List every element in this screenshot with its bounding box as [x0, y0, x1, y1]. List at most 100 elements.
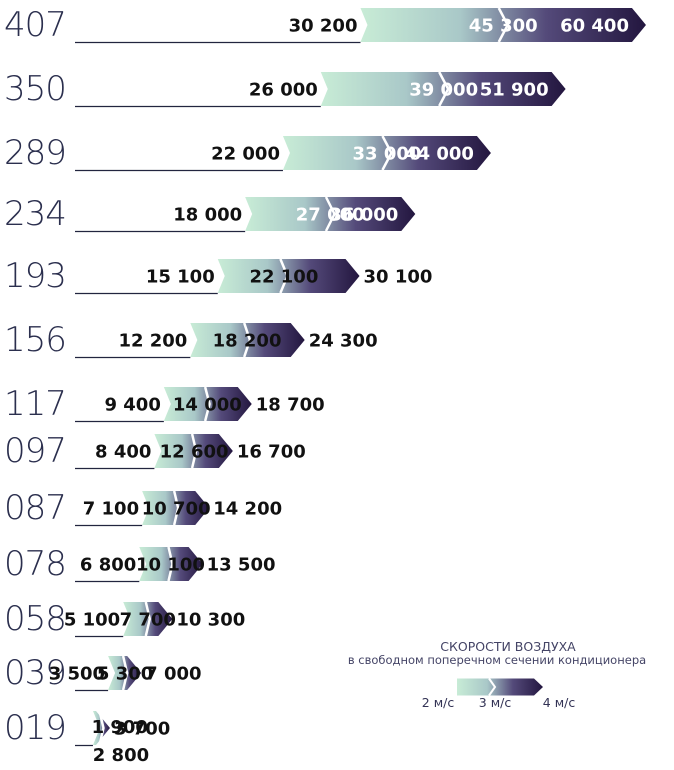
- value-3ms: 45 300: [469, 16, 538, 37]
- value-2ms: 3 500: [49, 664, 105, 685]
- value-4ms: 51 900: [480, 80, 549, 101]
- size-label: 156: [4, 320, 66, 360]
- speed-range-bar: [92, 711, 110, 745]
- value-4ms: 24 300: [309, 331, 378, 352]
- size-label: 234: [4, 194, 66, 234]
- speed-range-bar: [123, 602, 173, 636]
- speed-range-bar: [360, 8, 646, 42]
- size-label: 350: [4, 69, 66, 109]
- legend-item-4ms: 4 м/с: [543, 695, 576, 710]
- speed-range-bar: [320, 72, 566, 106]
- value-3ms: 5 300: [97, 664, 153, 685]
- speed-separator-chevron: [203, 386, 211, 422]
- value-3ms: 27 000: [296, 205, 365, 226]
- size-label: 039: [4, 653, 66, 693]
- value-2ms: 30 200: [289, 16, 358, 37]
- size-label: 289: [4, 133, 66, 173]
- value-2ms: 5 100: [64, 610, 120, 631]
- size-label: 193: [4, 256, 66, 296]
- value-4ms: 60 400: [560, 16, 629, 37]
- size-label: 407: [4, 5, 66, 45]
- value-2ms: 15 100: [146, 267, 215, 288]
- speed-separator-chevron: [381, 135, 393, 171]
- value-4ms: 10 300: [176, 610, 245, 631]
- size-label: 087: [4, 488, 66, 528]
- legend-separator-chevron: [488, 677, 497, 697]
- legend-subtitle: в свободном поперечном сечении кондицион…: [348, 653, 646, 667]
- value-3ms: 22 100: [249, 267, 318, 288]
- chart-row-193: 193 15 100 22 100 30 100: [4, 256, 432, 296]
- value-4ms: 14 200: [213, 499, 282, 520]
- value-3ms: 7 700: [120, 610, 176, 631]
- chart-row-087: 087 7 100 10 700 14 200: [4, 488, 282, 528]
- chart-row-117: 117 9 400 14 000 18 700: [4, 384, 325, 424]
- value-4ms: 18 700: [256, 395, 325, 416]
- chart-row-156: 156 12 200 18 200 24 300: [4, 320, 378, 360]
- chart-row-019: 019 1 900 2 800 3 700: [4, 708, 170, 766]
- chart-row-078: 078 6 800 10 100 13 500: [4, 544, 276, 584]
- value-2ms: 26 000: [249, 80, 318, 101]
- speed-separator-chevron: [167, 546, 174, 582]
- value-3ms: 14 000: [173, 395, 242, 416]
- legend-item-2ms: 2 м/с: [422, 695, 455, 710]
- speed-separator-chevron: [438, 71, 450, 107]
- size-label: 058: [4, 599, 66, 639]
- speed-separator-chevron: [190, 433, 198, 469]
- size-label: 078: [4, 544, 66, 584]
- speed-separator-chevron: [98, 710, 105, 746]
- speed-separator-chevron: [172, 490, 180, 526]
- chart-row-097: 097 8 400 12 600 16 700: [4, 431, 306, 471]
- value-4ms: 7 000: [145, 664, 201, 685]
- value-3ms: 12 600: [160, 442, 229, 463]
- speed-range-bar: [154, 434, 233, 468]
- value-4ms: 30 100: [364, 267, 433, 288]
- value-2ms: 18 000: [173, 205, 242, 226]
- value-4ms: 44 000: [405, 144, 474, 165]
- value-4ms: 13 500: [207, 555, 276, 576]
- value-2ms: 9 400: [104, 395, 160, 416]
- value-2ms: 22 000: [211, 144, 280, 165]
- speed-range-bar: [139, 547, 203, 581]
- value-3ms: 33 000: [353, 144, 422, 165]
- value-2ms: 6 800: [80, 555, 136, 576]
- chart-row-350: 350 26 000 39 000 51 900: [4, 69, 566, 109]
- value-2ms: 8 400: [95, 442, 151, 463]
- speed-separator-chevron: [243, 322, 252, 358]
- size-label: 019: [4, 708, 66, 748]
- speed-range-bar: [142, 491, 210, 525]
- value-4ms: 36 000: [329, 205, 398, 226]
- chart-rows: 407 30 200 45 300 60 400 350 26 000 39 000 51 9…: [4, 5, 646, 766]
- speed-range-bar: [245, 197, 416, 231]
- speed-separator-chevron: [279, 258, 289, 294]
- legend-gradient-arrow: [457, 678, 543, 696]
- legend-item-3ms: 3 м/с: [479, 695, 512, 710]
- size-label: 097: [4, 431, 66, 471]
- value-3ms: 18 200: [213, 331, 282, 352]
- value-2ms: 12 200: [118, 331, 187, 352]
- speed-separator-chevron: [121, 655, 129, 691]
- value-3ms: 10 100: [136, 555, 205, 576]
- value-4ms: 3 700: [114, 719, 170, 740]
- value-3ms: 39 000: [409, 80, 478, 101]
- value-3ms: 10 700: [142, 499, 211, 520]
- value-3ms: 2 800: [93, 745, 149, 766]
- value-2ms: 7 100: [83, 499, 139, 520]
- speed-range-bar: [108, 656, 142, 690]
- chart-row-407: 407 30 200 45 300 60 400: [4, 5, 646, 45]
- speed-range-bar: [282, 136, 491, 170]
- value-4ms: 16 700: [237, 442, 306, 463]
- speed-range-bar: [190, 323, 305, 357]
- legend-title: СКОРОСТИ ВОЗДУХА: [440, 639, 576, 654]
- legend-arrow-bar: [457, 677, 543, 697]
- size-label: 117: [4, 384, 66, 424]
- speed-separator-chevron: [497, 7, 510, 43]
- speed-separator-chevron: [144, 601, 152, 637]
- value-2ms: 1 900: [92, 717, 148, 738]
- chart-legend: СКОРОСТИ ВОЗДУХА в свободном поперечном …: [348, 639, 646, 710]
- speed-range-bar: [163, 387, 252, 421]
